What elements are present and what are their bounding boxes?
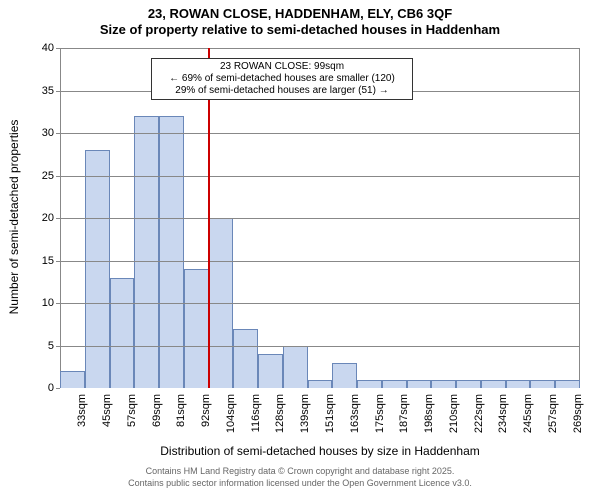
x-tick-label: 92sqm bbox=[200, 394, 212, 444]
x-tick-label: 163sqm bbox=[349, 394, 361, 444]
y-tick-mark bbox=[56, 388, 60, 389]
y-tick-mark bbox=[56, 261, 60, 262]
x-tick-label: 57sqm bbox=[126, 394, 138, 444]
x-tick-label: 139sqm bbox=[299, 394, 311, 444]
y-tick-label: 15 bbox=[30, 255, 54, 267]
bar bbox=[134, 116, 159, 388]
grid-line bbox=[60, 303, 580, 304]
x-tick-label: 222sqm bbox=[473, 394, 485, 444]
bar bbox=[85, 150, 110, 388]
y-tick-mark bbox=[56, 218, 60, 219]
bar bbox=[184, 269, 209, 388]
y-tick-label: 0 bbox=[30, 382, 54, 394]
x-tick-label: 234sqm bbox=[497, 394, 509, 444]
annotation-line-3: 29% of semi-detached houses are larger (… bbox=[156, 85, 408, 97]
chart-title: 23, ROWAN CLOSE, HADDENHAM, ELY, CB6 3QF… bbox=[0, 0, 600, 37]
x-tick-label: 33sqm bbox=[76, 394, 88, 444]
bar bbox=[110, 278, 135, 389]
y-tick-mark bbox=[56, 176, 60, 177]
x-tick-label: 198sqm bbox=[423, 394, 435, 444]
x-tick-label: 81sqm bbox=[175, 394, 187, 444]
bar bbox=[60, 371, 85, 388]
y-tick-mark bbox=[56, 48, 60, 49]
bar bbox=[233, 329, 258, 389]
x-tick-label: 116sqm bbox=[250, 394, 262, 444]
bar bbox=[506, 380, 531, 389]
bar bbox=[481, 380, 506, 389]
y-tick-label: 40 bbox=[30, 42, 54, 54]
plot-area: 051015202530354033sqm45sqm57sqm69sqm81sq… bbox=[60, 48, 580, 388]
bar bbox=[308, 380, 333, 389]
y-tick-label: 5 bbox=[30, 340, 54, 352]
x-tick-label: 269sqm bbox=[572, 394, 584, 444]
grid-line bbox=[60, 261, 580, 262]
x-tick-label: 128sqm bbox=[274, 394, 286, 444]
x-tick-label: 245sqm bbox=[522, 394, 534, 444]
bar bbox=[555, 380, 580, 389]
title-line-1: 23, ROWAN CLOSE, HADDENHAM, ELY, CB6 3QF bbox=[0, 6, 600, 22]
title-line-2: Size of property relative to semi-detach… bbox=[0, 22, 600, 38]
annotation-line-2: ← 69% of semi-detached houses are smalle… bbox=[156, 73, 408, 85]
y-tick-mark bbox=[56, 133, 60, 134]
grid-line bbox=[60, 133, 580, 134]
bar bbox=[159, 116, 184, 388]
x-tick-label: 104sqm bbox=[225, 394, 237, 444]
y-tick-mark bbox=[56, 91, 60, 92]
footer-line-2: Contains public sector information licen… bbox=[0, 478, 600, 488]
annotation-line-1: 23 ROWAN CLOSE: 99sqm bbox=[156, 61, 408, 73]
bar bbox=[357, 380, 382, 389]
y-tick-label: 25 bbox=[30, 170, 54, 182]
bar bbox=[283, 346, 308, 389]
y-tick-label: 10 bbox=[30, 297, 54, 309]
footer-line-1: Contains HM Land Registry data © Crown c… bbox=[0, 466, 600, 476]
bar bbox=[258, 354, 283, 388]
x-tick-label: 45sqm bbox=[101, 394, 113, 444]
x-tick-label: 257sqm bbox=[547, 394, 559, 444]
x-tick-label: 187sqm bbox=[398, 394, 410, 444]
y-tick-label: 35 bbox=[30, 85, 54, 97]
y-tick-mark bbox=[56, 303, 60, 304]
grid-line bbox=[60, 218, 580, 219]
x-axis-label: Distribution of semi-detached houses by … bbox=[60, 444, 580, 458]
x-tick-label: 151sqm bbox=[324, 394, 336, 444]
y-tick-label: 20 bbox=[30, 212, 54, 224]
y-axis-label: Number of semi-detached properties bbox=[7, 47, 21, 387]
annotation-box: 23 ROWAN CLOSE: 99sqm ← 69% of semi-deta… bbox=[151, 58, 413, 100]
x-tick-label: 175sqm bbox=[374, 394, 386, 444]
bar bbox=[382, 380, 407, 389]
bar bbox=[332, 363, 357, 389]
x-tick-label: 210sqm bbox=[448, 394, 460, 444]
bar bbox=[530, 380, 555, 389]
y-tick-mark bbox=[56, 346, 60, 347]
grid-line bbox=[60, 346, 580, 347]
bar bbox=[456, 380, 481, 389]
bar bbox=[407, 380, 432, 389]
bar bbox=[431, 380, 456, 389]
x-tick-label: 69sqm bbox=[151, 394, 163, 444]
grid-line bbox=[60, 176, 580, 177]
y-tick-label: 30 bbox=[30, 127, 54, 139]
